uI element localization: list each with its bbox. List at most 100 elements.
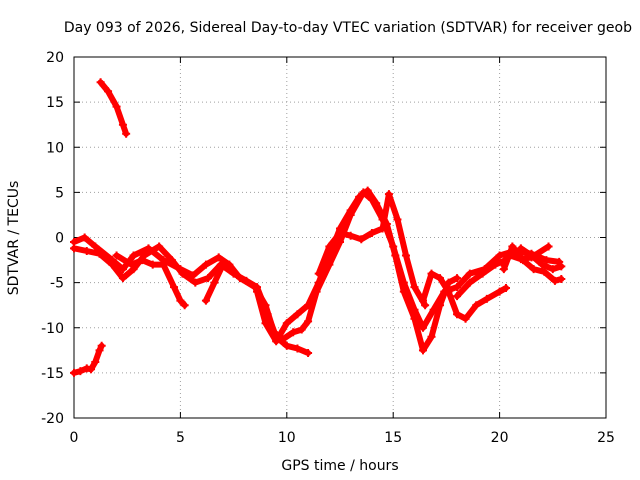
data-point: [261, 319, 270, 328]
data-point: [314, 278, 323, 287]
data-point: [297, 325, 306, 334]
data-point: [453, 310, 462, 319]
data-point: [108, 260, 117, 269]
data-point: [495, 251, 504, 260]
data-point: [325, 242, 334, 251]
data-point: [538, 260, 547, 269]
data-point: [506, 251, 515, 260]
data-point: [272, 337, 281, 346]
data-point: [167, 256, 176, 265]
y-tick-label: 15: [46, 95, 64, 111]
x-tick-label: 5: [176, 430, 185, 446]
data-point: [355, 192, 364, 201]
data-point: [82, 247, 91, 256]
data-point: [253, 287, 262, 296]
data-point: [501, 284, 510, 293]
data-point: [427, 269, 436, 278]
data-point: [372, 199, 381, 208]
data-point: [76, 367, 85, 376]
data-point: [178, 269, 187, 278]
data-point: [289, 328, 298, 337]
data-point: [242, 276, 251, 285]
data-point: [482, 294, 491, 303]
data-point: [453, 274, 462, 283]
data-point: [118, 120, 127, 129]
data-point: [461, 314, 470, 323]
data-point: [118, 265, 127, 274]
data-point: [436, 274, 445, 283]
data-point: [540, 267, 549, 276]
data-point: [499, 265, 508, 274]
data-point: [418, 296, 427, 305]
data-point: [399, 287, 408, 296]
data-point: [95, 249, 104, 258]
data-point: [97, 341, 106, 350]
data-point: [557, 262, 566, 271]
data-point: [393, 215, 402, 224]
data-point: [127, 260, 136, 269]
data-point: [497, 258, 506, 267]
data-point: [346, 206, 355, 215]
data-point: [550, 276, 559, 285]
series-line-arc-f: [315, 191, 429, 309]
data-point: [191, 278, 200, 287]
series-line-arc-e: [254, 187, 460, 354]
x-tick-label: 0: [70, 430, 79, 446]
data-point: [410, 283, 419, 292]
data-point: [427, 332, 436, 341]
data-point: [527, 253, 536, 262]
axis-ticks: 0 5 10 15 20 25 -20 -15 -10 -5 0 5 10 15 20: [41, 50, 615, 446]
x-tick-label: 10: [278, 430, 296, 446]
data-point: [516, 255, 525, 264]
data-point: [495, 287, 504, 296]
data-point: [436, 301, 445, 310]
data-point: [557, 275, 566, 284]
data-point: [293, 310, 302, 319]
data-point: [138, 256, 147, 265]
y-tick-label: 0: [55, 231, 64, 247]
data-point: [91, 242, 100, 251]
x-tick-label: 20: [491, 430, 509, 446]
series-line-arc-g: [420, 270, 509, 322]
data-point: [70, 244, 78, 253]
data-point: [542, 256, 551, 265]
data-point: [155, 242, 164, 251]
data-point: [314, 269, 323, 278]
data-point: [282, 319, 291, 328]
data-point: [104, 87, 113, 96]
data-point: [453, 292, 462, 301]
data-point: [148, 260, 157, 269]
data-point: [91, 358, 100, 367]
data-point: [491, 260, 500, 269]
data-point: [384, 190, 393, 199]
data-point: [472, 301, 481, 310]
data-point: [363, 186, 372, 195]
data-point: [465, 278, 474, 287]
series-line-arc-a: [71, 189, 563, 343]
y-tick-label: 5: [55, 185, 64, 201]
y-tick-label: 20: [46, 50, 64, 66]
data-point: [282, 341, 291, 350]
series-layer: [70, 78, 566, 377]
data-point: [87, 365, 96, 374]
data-point: [304, 301, 313, 310]
data-point: [293, 344, 302, 353]
data-point: [478, 269, 487, 278]
data-point: [304, 349, 313, 358]
data-point: [367, 228, 376, 237]
data-point: [204, 274, 213, 283]
data-point: [159, 260, 168, 269]
data-point: [401, 251, 410, 260]
data-point: [418, 346, 427, 355]
data-point: [418, 323, 427, 332]
data-point: [180, 301, 189, 310]
data-point: [465, 269, 474, 278]
data-point: [229, 269, 238, 278]
data-point: [112, 251, 121, 260]
x-tick-label: 25: [597, 430, 615, 446]
data-point: [391, 251, 400, 260]
data-point: [544, 242, 553, 251]
y-tick-label: -10: [41, 321, 64, 337]
x-tick-label: 15: [384, 430, 402, 446]
data-point: [444, 287, 453, 296]
